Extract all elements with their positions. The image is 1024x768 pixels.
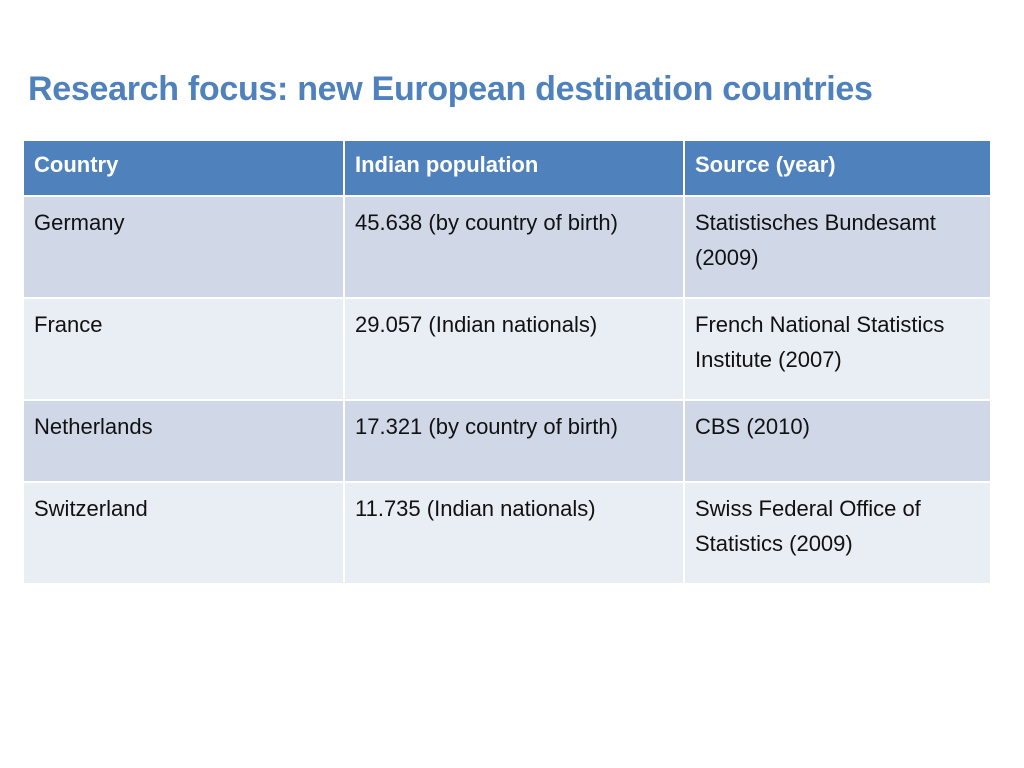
cell-source: French National Statistics Institute (20… (683, 297, 992, 401)
cell-source: Swiss Federal Office of Statistics (2009… (683, 481, 992, 585)
header-indian-population: Indian population (343, 139, 685, 197)
cell-country: Germany (22, 195, 345, 299)
table-row: Netherlands 17.321 (by country of birth)… (22, 399, 992, 483)
cell-country: Switzerland (22, 481, 345, 585)
cell-population: 17.321 (by country of birth) (343, 399, 685, 483)
table-row: Switzerland 11.735 (Indian nationals) Sw… (22, 481, 992, 585)
cell-population: 45.638 (by country of birth) (343, 195, 685, 299)
cell-source: Statistisches Bundesamt (2009) (683, 195, 992, 299)
table-header-row: Country Indian population Source (year) (22, 139, 992, 197)
cell-population: 29.057 (Indian nationals) (343, 297, 685, 401)
cell-country: France (22, 297, 345, 401)
header-country: Country (22, 139, 345, 197)
header-source-year: Source (year) (683, 139, 992, 197)
population-table: Country Indian population Source (year) … (22, 139, 992, 585)
slide-title: Research focus: new European destination… (28, 70, 873, 108)
cell-country: Netherlands (22, 399, 345, 483)
cell-population: 11.735 (Indian nationals) (343, 481, 685, 585)
table-row: France 29.057 (Indian nationals) French … (22, 297, 992, 401)
cell-source: CBS (2010) (683, 399, 992, 483)
table-row: Germany 45.638 (by country of birth) Sta… (22, 195, 992, 299)
